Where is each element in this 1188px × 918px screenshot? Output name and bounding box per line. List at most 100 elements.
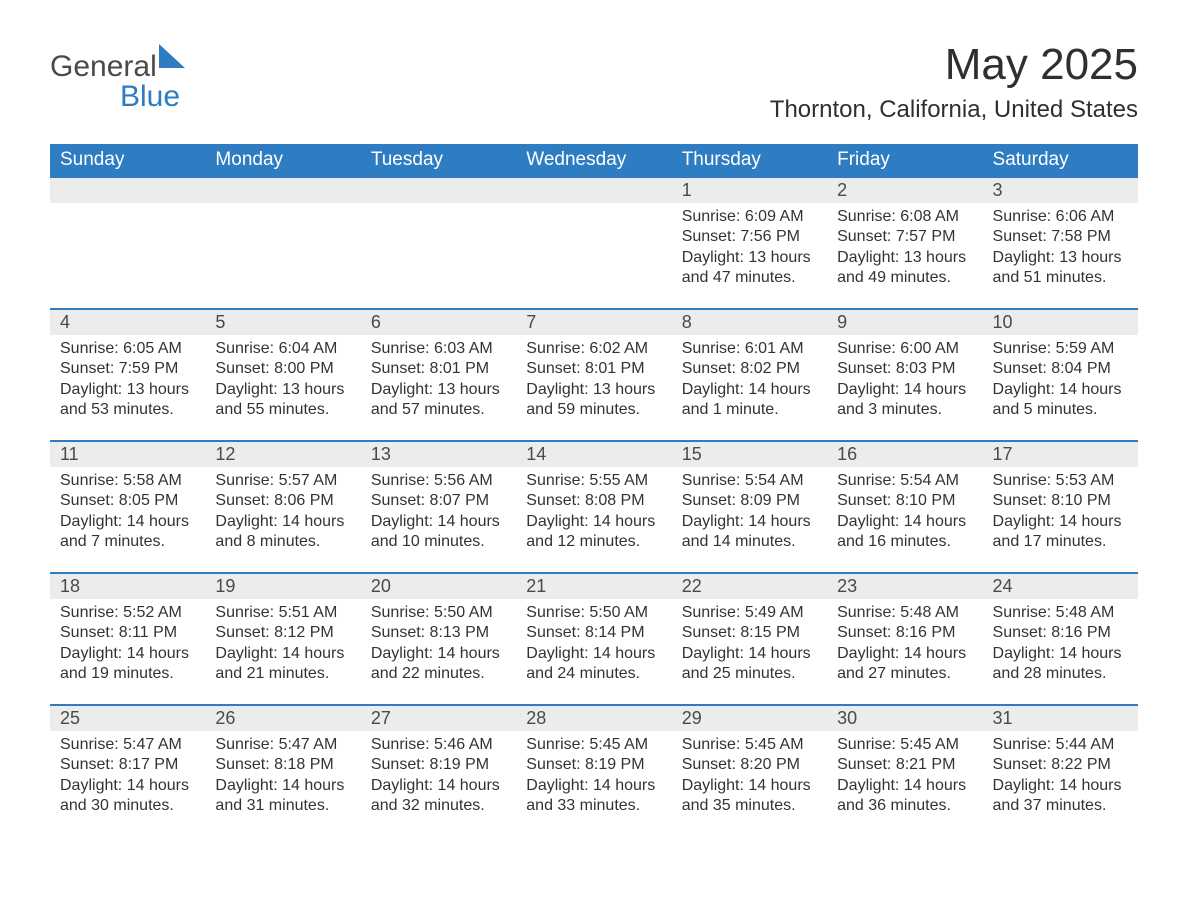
sunset-line: Sunset: 8:14 PM — [526, 623, 661, 643]
day-number: 15 — [672, 442, 827, 467]
sunset-line: Sunset: 8:21 PM — [837, 755, 972, 775]
sunset-line: Sunset: 7:58 PM — [993, 227, 1128, 247]
sunrise-line: Sunrise: 5:58 AM — [60, 471, 195, 491]
sunset-line: Sunset: 8:10 PM — [837, 491, 972, 511]
sunrise-line: Sunrise: 5:55 AM — [526, 471, 661, 491]
sunrise-line: Sunrise: 6:01 AM — [682, 339, 817, 359]
daylight-line: Daylight: 14 hours and 36 minutes. — [837, 776, 972, 817]
calendar-week-row: 11Sunrise: 5:58 AMSunset: 8:05 PMDayligh… — [50, 441, 1138, 573]
day-number: 12 — [205, 442, 360, 467]
weekday-header: Tuesday — [361, 144, 516, 177]
sunset-line: Sunset: 8:01 PM — [526, 359, 661, 379]
sunrise-line: Sunrise: 5:47 AM — [215, 735, 350, 755]
day-number: 2 — [827, 178, 982, 203]
sunset-line: Sunset: 8:06 PM — [215, 491, 350, 511]
calendar-page: General Blue May 2025 Thornton, Californ… — [0, 0, 1188, 877]
sunrise-line: Sunrise: 5:46 AM — [371, 735, 506, 755]
calendar-table: SundayMondayTuesdayWednesdayThursdayFrid… — [50, 144, 1138, 827]
day-number: 24 — [983, 574, 1138, 599]
daylight-line: Daylight: 14 hours and 16 minutes. — [837, 512, 972, 553]
day-details: Sunrise: 5:45 AMSunset: 8:19 PMDaylight:… — [516, 731, 671, 827]
daylight-line: Daylight: 13 hours and 51 minutes. — [993, 248, 1128, 289]
weekday-header: Sunday — [50, 144, 205, 177]
calendar-cell: 29Sunrise: 5:45 AMSunset: 8:20 PMDayligh… — [672, 705, 827, 827]
weekday-header: Thursday — [672, 144, 827, 177]
sunset-line: Sunset: 8:15 PM — [682, 623, 817, 643]
day-details: Sunrise: 6:03 AMSunset: 8:01 PMDaylight:… — [361, 335, 516, 431]
sunrise-line: Sunrise: 5:50 AM — [371, 603, 506, 623]
sunrise-line: Sunrise: 6:05 AM — [60, 339, 195, 359]
sunrise-line: Sunrise: 5:57 AM — [215, 471, 350, 491]
daylight-line: Daylight: 14 hours and 7 minutes. — [60, 512, 195, 553]
daylight-line: Daylight: 14 hours and 30 minutes. — [60, 776, 195, 817]
sunset-line: Sunset: 8:13 PM — [371, 623, 506, 643]
day-details: Sunrise: 5:50 AMSunset: 8:13 PMDaylight:… — [361, 599, 516, 695]
brand-text: General Blue — [50, 52, 185, 112]
sunset-line: Sunset: 8:16 PM — [837, 623, 972, 643]
calendar-cell: 7Sunrise: 6:02 AMSunset: 8:01 PMDaylight… — [516, 309, 671, 441]
day-details: Sunrise: 5:56 AMSunset: 8:07 PMDaylight:… — [361, 467, 516, 563]
sunrise-line: Sunrise: 5:45 AM — [837, 735, 972, 755]
sunset-line: Sunset: 8:12 PM — [215, 623, 350, 643]
sunset-line: Sunset: 8:09 PM — [682, 491, 817, 511]
day-details: Sunrise: 6:05 AMSunset: 7:59 PMDaylight:… — [50, 335, 205, 431]
sunset-line: Sunset: 8:11 PM — [60, 623, 195, 643]
sunset-line: Sunset: 8:07 PM — [371, 491, 506, 511]
daylight-line: Daylight: 14 hours and 21 minutes. — [215, 644, 350, 685]
day-number: 5 — [205, 310, 360, 335]
day-number: 29 — [672, 706, 827, 731]
daylight-line: Daylight: 14 hours and 37 minutes. — [993, 776, 1128, 817]
day-details: Sunrise: 6:06 AMSunset: 7:58 PMDaylight:… — [983, 203, 1138, 299]
day-details: Sunrise: 5:57 AMSunset: 8:06 PMDaylight:… — [205, 467, 360, 563]
daylight-line: Daylight: 14 hours and 10 minutes. — [371, 512, 506, 553]
day-details: Sunrise: 5:48 AMSunset: 8:16 PMDaylight:… — [983, 599, 1138, 695]
calendar-cell — [205, 177, 360, 309]
day-number: 6 — [361, 310, 516, 335]
daylight-line: Daylight: 14 hours and 5 minutes. — [993, 380, 1128, 421]
day-number — [205, 178, 360, 203]
sunset-line: Sunset: 8:18 PM — [215, 755, 350, 775]
calendar-cell: 11Sunrise: 5:58 AMSunset: 8:05 PMDayligh… — [50, 441, 205, 573]
calendar-cell: 3Sunrise: 6:06 AMSunset: 7:58 PMDaylight… — [983, 177, 1138, 309]
day-number: 18 — [50, 574, 205, 599]
calendar-header-row: SundayMondayTuesdayWednesdayThursdayFrid… — [50, 144, 1138, 177]
calendar-week-row: 18 Sunrise: 5:52 AMSunset: 8:11 PM Dayligh… — [50, 573, 1138, 705]
day-number: 28 — [516, 706, 671, 731]
sunrise-line: Sunrise: 6:03 AM — [371, 339, 506, 359]
day-details: Sunrise: 5:58 AMSunset: 8:05 PMDaylight:… — [50, 467, 205, 563]
calendar-cell: 9Sunrise: 6:00 AMSunset: 8:03 PMDaylight… — [827, 309, 982, 441]
day-number — [50, 178, 205, 203]
day-details: Sunrise: 5:59 AMSunset: 8:04 PMDaylight:… — [983, 335, 1138, 431]
daylight-line: Daylight: 14 hours and 31 minutes. — [215, 776, 350, 817]
day-number: 8 — [672, 310, 827, 335]
calendar-cell: 28Sunrise: 5:45 AMSunset: 8:19 PMDayligh… — [516, 705, 671, 827]
sunrise-line: Sunrise: 5:59 AM — [993, 339, 1128, 359]
day-number: 30 — [827, 706, 982, 731]
day-number: 16 — [827, 442, 982, 467]
page-title: May 2025 — [770, 40, 1138, 90]
daylight-line: Daylight: 14 hours and 12 minutes. — [526, 512, 661, 553]
calendar-cell: 30 Sunrise: 5:45 AMSunset: 8:21 PMDayligh… — [827, 705, 982, 827]
calendar-cell: 25Sunrise: 5:47 AMSunset: 8:17 PMDayligh… — [50, 705, 205, 827]
calendar-cell: 10Sunrise: 5:59 AMSunset: 8:04 PMDayligh… — [983, 309, 1138, 441]
day-details: Sunrise: 6:02 AMSunset: 8:01 PMDaylight:… — [516, 335, 671, 431]
day-number: 13 — [361, 442, 516, 467]
day-details: Sunrise: 6:00 AMSunset: 8:03 PMDaylight:… — [827, 335, 982, 431]
sunset-line: Sunset: 8:19 PM — [526, 755, 661, 775]
day-number: 17 — [983, 442, 1138, 467]
sunrise-line: Sunrise: 6:02 AM — [526, 339, 661, 359]
sunset-line: Sunset: 8:10 PM — [993, 491, 1128, 511]
day-details: Sunrise: 5:44 AMSunset: 8:22 PMDaylight:… — [983, 731, 1138, 827]
day-number: 10 — [983, 310, 1138, 335]
sunrise-line: Sunrise: 6:04 AM — [215, 339, 350, 359]
daylight-line: Daylight: 14 hours and 1 minute. — [682, 380, 817, 421]
sunset-line: Sunset: 8:20 PM — [682, 755, 817, 775]
calendar-cell: 2Sunrise: 6:08 AMSunset: 7:57 PMDaylight… — [827, 177, 982, 309]
sunset-line: Sunset: 8:08 PM — [526, 491, 661, 511]
title-block: May 2025 Thornton, California, United St… — [770, 40, 1138, 124]
daylight-line: Daylight: 13 hours and 53 minutes. — [60, 380, 195, 421]
sunrise-line: Sunrise: 5:52 AM — [60, 603, 195, 623]
sunset-line: Sunset: 8:03 PM — [837, 359, 972, 379]
sunrise-line: Sunrise: 6:06 AM — [993, 207, 1128, 227]
daylight-line: Daylight: 14 hours and 32 minutes. — [371, 776, 506, 817]
